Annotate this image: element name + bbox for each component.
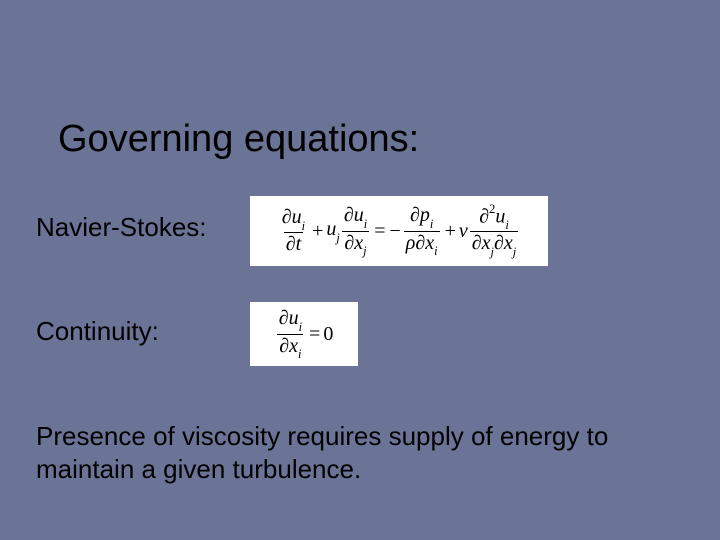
ns-uj: uj — [326, 218, 339, 244]
cont-frac: ∂ui ∂xi — [277, 308, 304, 359]
ns-equals: = — [371, 220, 388, 243]
body-text: Presence of viscosity requires supply of… — [36, 420, 686, 485]
equation-continuity: ∂ui ∂xi = 0 — [250, 302, 358, 366]
equation-continuity-content: ∂ui ∂xi = 0 — [275, 308, 334, 359]
ns-term1: ∂ui ∂t — [280, 207, 307, 255]
slide: Governing equations: Navier-Stokes: ∂ui … — [0, 0, 720, 540]
label-continuity: Continuity: — [36, 316, 159, 347]
cont-equals: = — [306, 323, 323, 346]
ns-plus1: + — [309, 220, 326, 243]
ns-minus: − — [388, 220, 401, 243]
label-navier-stokes: Navier-Stokes: — [36, 212, 207, 243]
ns-term2: ∂ui ∂xj — [342, 205, 369, 256]
ns-plus2: + — [442, 220, 459, 243]
ns-nu: ν — [459, 220, 468, 243]
cont-zero: 0 — [323, 323, 333, 346]
ns-term4: ∂2ui ∂xj∂xj — [470, 205, 518, 258]
equation-navier-stokes-content: ∂ui ∂t + uj ∂ui ∂xj = − ∂pi ρ∂xi + ν ∂2u… — [278, 205, 520, 258]
ns-term3: ∂pi ρ∂xi — [404, 205, 440, 256]
slide-title: Governing equations: — [58, 118, 419, 161]
equation-navier-stokes: ∂ui ∂t + uj ∂ui ∂xj = − ∂pi ρ∂xi + ν ∂2u… — [250, 196, 548, 266]
